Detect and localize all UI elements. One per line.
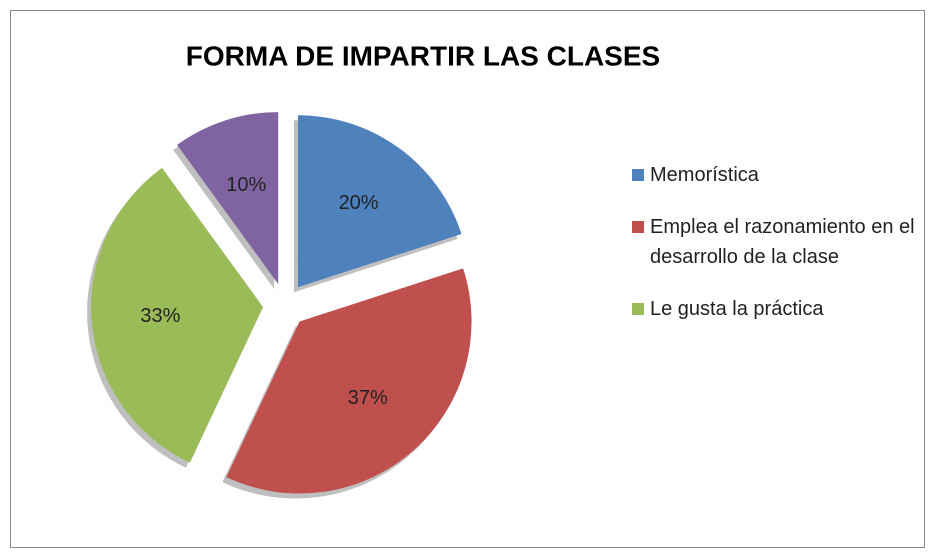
legend-entry: Le gusta la práctica <box>632 294 922 324</box>
legend-label: Le gusta la práctica <box>650 298 824 320</box>
data-label: 37% <box>348 387 388 409</box>
slice <box>91 167 264 463</box>
data-label: 10% <box>226 174 266 196</box>
slice <box>226 268 472 494</box>
legend-entry: Emplea el razonamiento en el desarrollo … <box>632 212 922 272</box>
legend-key <box>632 221 644 233</box>
legend-entry: Memorística <box>632 160 922 190</box>
chart-title: FORMA DE IMPARTIR LAS CLASES <box>186 40 660 71</box>
legend-label: Memorística <box>650 164 759 186</box>
legend-key <box>632 303 644 315</box>
slice <box>177 112 279 285</box>
legend: Memorística Emplea el razonamiento en el … <box>632 160 922 346</box>
slice <box>297 115 462 288</box>
data-label: 20% <box>339 192 379 214</box>
legend-key <box>632 169 644 181</box>
data-label: 33% <box>140 305 180 327</box>
legend-label: Emplea el razonamiento en el desarrollo … <box>650 216 915 268</box>
